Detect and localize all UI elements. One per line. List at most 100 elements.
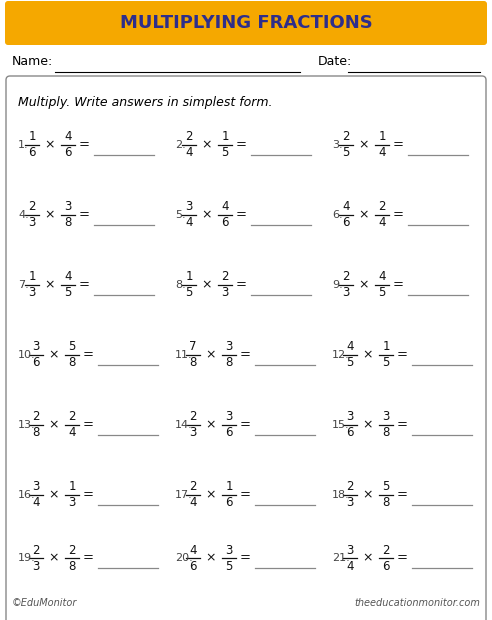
- Text: 5: 5: [221, 146, 229, 159]
- Text: 18.: 18.: [332, 490, 350, 500]
- Text: 6: 6: [346, 427, 354, 440]
- Text: 10.: 10.: [18, 350, 35, 360]
- Text: =: =: [236, 138, 246, 151]
- Text: 4: 4: [346, 340, 354, 353]
- Text: 21.: 21.: [332, 553, 350, 563]
- Text: 5: 5: [342, 146, 350, 159]
- Text: =: =: [236, 208, 246, 221]
- Text: 8: 8: [32, 427, 40, 440]
- Text: ×: ×: [359, 278, 369, 291]
- Text: 4: 4: [342, 200, 350, 213]
- Text: 8: 8: [64, 216, 72, 229]
- Text: theeducationmonitor.com: theeducationmonitor.com: [354, 598, 480, 608]
- Text: Date:: Date:: [318, 55, 352, 68]
- Text: 7.: 7.: [18, 280, 29, 290]
- Text: 5: 5: [225, 559, 233, 572]
- Text: 3: 3: [225, 340, 233, 353]
- Text: 6: 6: [382, 559, 390, 572]
- Text: 4: 4: [185, 216, 193, 229]
- Text: Multiply. Write answers in simplest form.: Multiply. Write answers in simplest form…: [18, 96, 273, 109]
- Text: 3: 3: [189, 427, 197, 440]
- FancyBboxPatch shape: [5, 1, 487, 45]
- Text: 4: 4: [378, 270, 386, 283]
- Text: =: =: [83, 552, 93, 564]
- Text: 2: 2: [221, 270, 229, 283]
- Text: =: =: [240, 489, 250, 502]
- Text: =: =: [79, 138, 90, 151]
- Text: 17.: 17.: [175, 490, 193, 500]
- Text: =: =: [83, 348, 93, 361]
- Text: 8: 8: [68, 356, 76, 370]
- Text: 2: 2: [189, 480, 197, 494]
- Text: 6: 6: [225, 497, 233, 510]
- Text: 20.: 20.: [175, 553, 193, 563]
- Text: 2: 2: [68, 544, 76, 557]
- Text: 2: 2: [32, 410, 40, 423]
- Text: 3: 3: [32, 340, 40, 353]
- Text: ×: ×: [49, 489, 59, 502]
- Text: =: =: [393, 278, 403, 291]
- Text: ×: ×: [363, 552, 373, 564]
- Text: 3: 3: [32, 480, 40, 494]
- Text: 5: 5: [382, 480, 390, 494]
- Text: 9.: 9.: [332, 280, 343, 290]
- Text: 3: 3: [185, 200, 193, 213]
- Text: 3: 3: [221, 286, 229, 299]
- Text: 3: 3: [225, 410, 233, 423]
- Text: 2: 2: [342, 130, 350, 143]
- Text: 1: 1: [185, 270, 193, 283]
- Text: ×: ×: [363, 348, 373, 361]
- Text: ×: ×: [359, 208, 369, 221]
- Text: 6: 6: [189, 559, 197, 572]
- Text: ×: ×: [49, 552, 59, 564]
- Text: 2: 2: [342, 270, 350, 283]
- Text: 4: 4: [378, 146, 386, 159]
- Text: ×: ×: [45, 278, 55, 291]
- Text: 4.: 4.: [18, 210, 29, 220]
- Text: 8.: 8.: [175, 280, 186, 290]
- Text: 1.: 1.: [18, 140, 29, 150]
- Text: 19.: 19.: [18, 553, 36, 563]
- Text: ×: ×: [45, 208, 55, 221]
- Text: 4: 4: [68, 427, 76, 440]
- Text: =: =: [397, 348, 407, 361]
- Text: 4: 4: [189, 497, 197, 510]
- Text: ×: ×: [363, 418, 373, 432]
- Text: 5: 5: [64, 286, 72, 299]
- Text: =: =: [393, 208, 403, 221]
- Text: 5: 5: [382, 356, 390, 370]
- Text: 5.: 5.: [175, 210, 185, 220]
- Text: 6: 6: [32, 356, 40, 370]
- Text: 6: 6: [342, 216, 350, 229]
- Text: 4: 4: [64, 130, 72, 143]
- Text: 1: 1: [28, 270, 36, 283]
- Text: 3.: 3.: [332, 140, 342, 150]
- Text: 4: 4: [346, 559, 354, 572]
- Text: 6: 6: [64, 146, 72, 159]
- Text: ×: ×: [202, 278, 212, 291]
- Text: 4: 4: [221, 200, 229, 213]
- Text: =: =: [240, 418, 250, 432]
- Text: =: =: [79, 208, 90, 221]
- Text: ×: ×: [206, 418, 216, 432]
- Text: 1: 1: [225, 480, 233, 494]
- Text: 5: 5: [185, 286, 193, 299]
- Text: =: =: [393, 138, 403, 151]
- Text: 6.: 6.: [332, 210, 342, 220]
- Text: 4: 4: [189, 544, 197, 557]
- Text: 2: 2: [189, 410, 197, 423]
- Text: 2: 2: [185, 130, 193, 143]
- Text: ×: ×: [202, 138, 212, 151]
- Text: =: =: [240, 348, 250, 361]
- Text: 8: 8: [189, 356, 197, 370]
- Text: 16.: 16.: [18, 490, 35, 500]
- Text: 6: 6: [28, 146, 36, 159]
- Text: =: =: [79, 278, 90, 291]
- Text: ×: ×: [206, 489, 216, 502]
- Text: 3: 3: [68, 497, 76, 510]
- Text: =: =: [240, 552, 250, 564]
- Text: 1: 1: [382, 340, 390, 353]
- Text: 1: 1: [221, 130, 229, 143]
- Text: =: =: [397, 418, 407, 432]
- Text: 3: 3: [225, 544, 233, 557]
